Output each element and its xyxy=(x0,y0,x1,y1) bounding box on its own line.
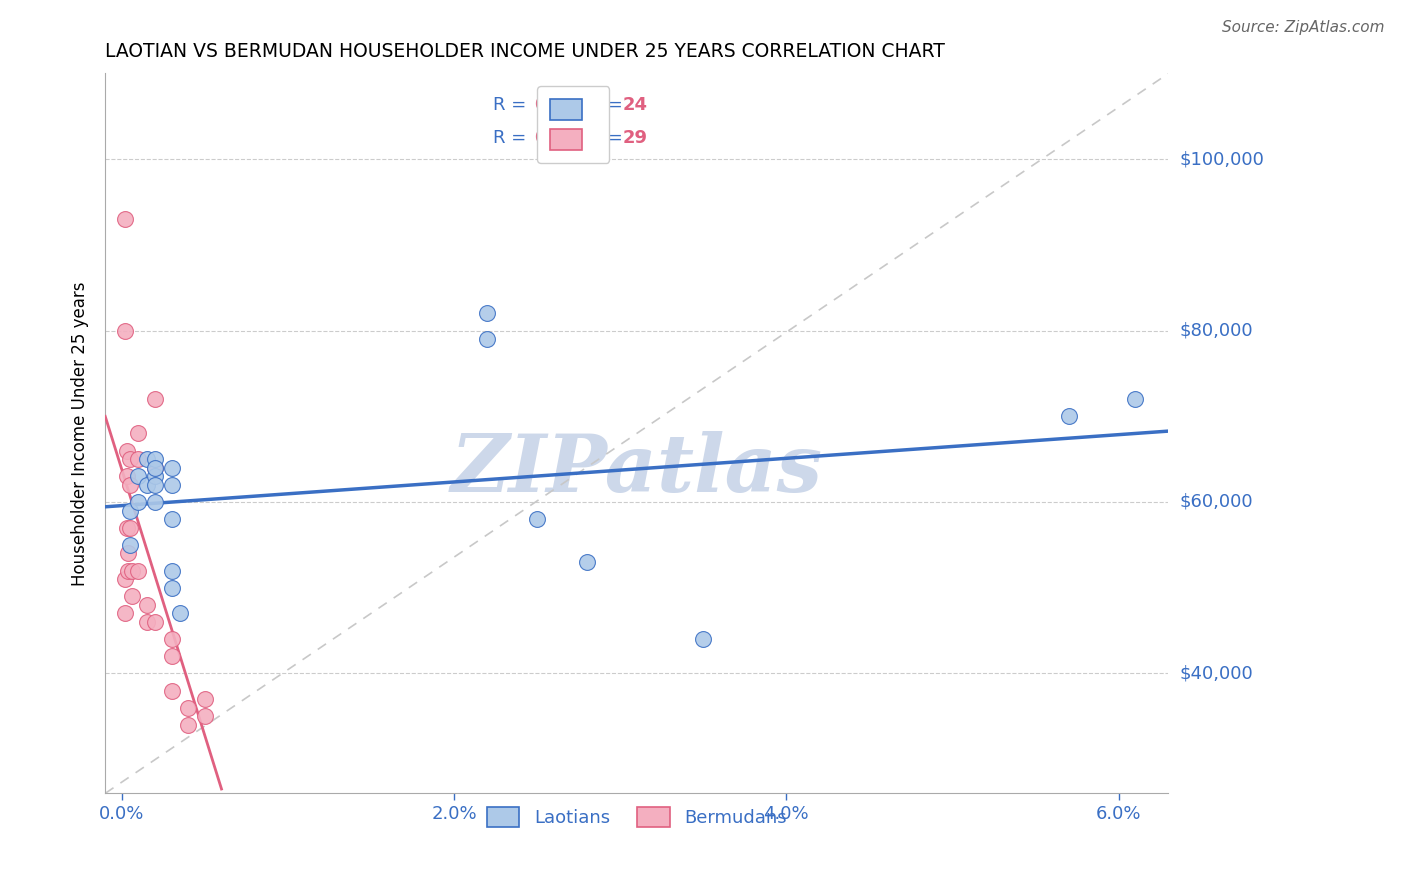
Point xyxy=(114,572,136,586)
Point xyxy=(1057,409,1080,424)
Point xyxy=(120,538,142,552)
Point xyxy=(127,495,149,509)
Point xyxy=(575,555,598,569)
Point xyxy=(477,332,499,346)
Point xyxy=(177,700,200,714)
Point xyxy=(135,478,157,492)
Point xyxy=(160,649,183,664)
Text: R =: R = xyxy=(494,129,533,147)
Point xyxy=(127,564,149,578)
Point xyxy=(121,589,143,603)
Text: $80,000: $80,000 xyxy=(1180,321,1253,340)
Point xyxy=(135,598,157,612)
Text: Source: ZipAtlas.com: Source: ZipAtlas.com xyxy=(1222,20,1385,35)
Point xyxy=(160,683,183,698)
Point xyxy=(115,469,138,483)
Text: 29: 29 xyxy=(623,129,648,147)
Point xyxy=(143,392,166,406)
Point xyxy=(121,564,143,578)
Text: ZIPatlas: ZIPatlas xyxy=(451,431,823,508)
Point xyxy=(160,632,183,646)
Point xyxy=(160,564,183,578)
Point xyxy=(477,306,499,320)
Point xyxy=(127,452,149,467)
Text: $60,000: $60,000 xyxy=(1180,493,1253,511)
Y-axis label: Householder Income Under 25 years: Householder Income Under 25 years xyxy=(72,281,89,586)
Point xyxy=(194,692,217,706)
Point xyxy=(127,426,149,441)
Point xyxy=(160,460,183,475)
Point xyxy=(135,452,157,467)
Point xyxy=(114,324,136,338)
Point xyxy=(135,615,157,629)
Text: 24: 24 xyxy=(623,96,648,114)
Text: 0.199: 0.199 xyxy=(534,96,591,114)
Point xyxy=(143,460,166,475)
Point xyxy=(143,452,166,467)
Point xyxy=(160,512,183,526)
Point xyxy=(115,521,138,535)
Text: LAOTIAN VS BERMUDAN HOUSEHOLDER INCOME UNDER 25 YEARS CORRELATION CHART: LAOTIAN VS BERMUDAN HOUSEHOLDER INCOME U… xyxy=(105,42,945,61)
Point xyxy=(160,478,183,492)
Text: $40,000: $40,000 xyxy=(1180,665,1253,682)
Point xyxy=(114,607,136,621)
Point xyxy=(1123,392,1146,406)
Point xyxy=(143,495,166,509)
Point xyxy=(692,632,714,646)
Point xyxy=(177,718,200,732)
Text: N =: N = xyxy=(578,96,628,114)
Point xyxy=(160,581,183,595)
Point xyxy=(114,212,136,227)
Text: $100,000: $100,000 xyxy=(1180,150,1264,168)
Point xyxy=(115,443,138,458)
Point xyxy=(120,503,142,517)
Point xyxy=(143,478,166,492)
Point xyxy=(143,469,166,483)
Point xyxy=(143,615,166,629)
Text: R =: R = xyxy=(494,96,533,114)
Point xyxy=(194,709,217,723)
Point xyxy=(120,452,142,467)
Text: N =: N = xyxy=(578,129,628,147)
Point xyxy=(117,546,139,560)
Point xyxy=(120,478,142,492)
Point xyxy=(127,469,149,483)
Point xyxy=(120,521,142,535)
Point xyxy=(169,607,191,621)
Legend: Laotians, Bermudans: Laotians, Bermudans xyxy=(479,799,794,835)
Point xyxy=(143,460,166,475)
Point xyxy=(117,564,139,578)
Text: 0.337: 0.337 xyxy=(534,129,591,147)
Point xyxy=(526,512,548,526)
